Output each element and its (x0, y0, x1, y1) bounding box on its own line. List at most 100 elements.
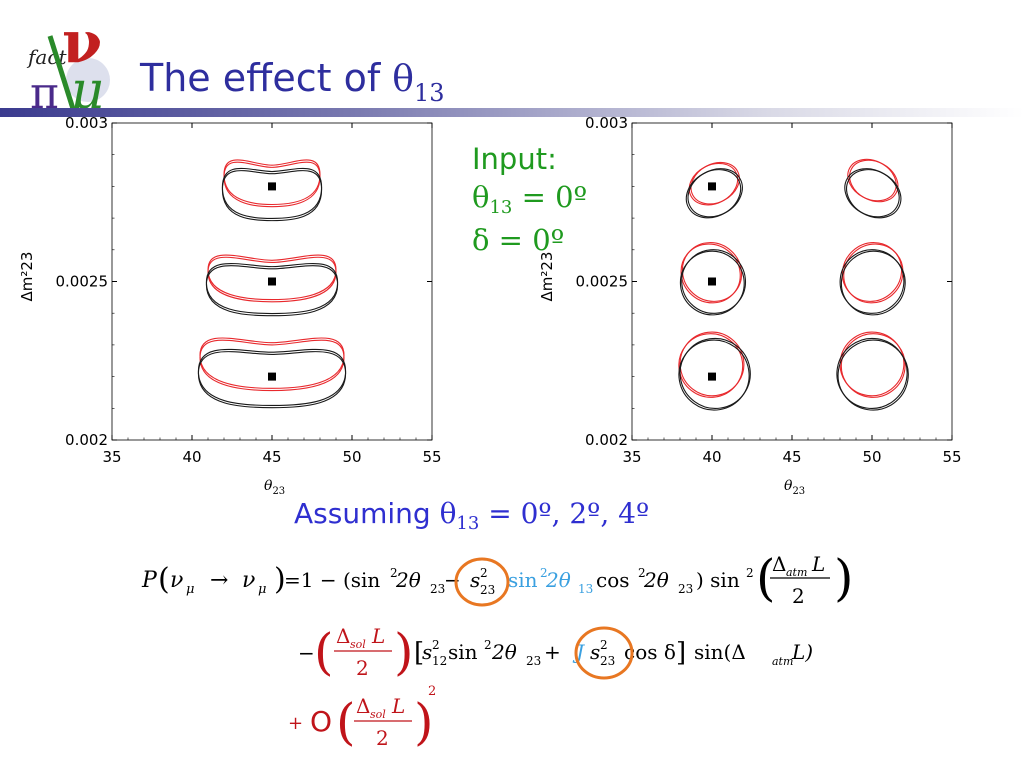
formula2-den: 2 (356, 656, 369, 680)
formula-line-1: P ( ν μ → ν μ ) =1 − (sin 2 2θ 23 − s 2 … (141, 549, 854, 608)
contour-black (846, 169, 902, 219)
highlight-circle-2 (574, 626, 634, 680)
svg-text:): ) (414, 693, 434, 751)
formula-sub23-1: 23 (430, 582, 445, 596)
formula-sq-3: 2 (746, 566, 754, 580)
formula3-L: L (391, 694, 405, 718)
formula2-s12-sq: 2 (432, 638, 440, 652)
formula-delta-atm: Δ (772, 552, 786, 576)
page-title: The effect of θ13 (140, 56, 445, 107)
assuming-rest: = 0º, 2º, 4º (479, 497, 650, 530)
formula2-close: ] (676, 638, 686, 668)
x-tick-label: 50 (342, 448, 361, 466)
formula2-s23: s (590, 640, 600, 664)
contour-black (197, 348, 347, 407)
contour-red (199, 337, 345, 389)
formula-arrow: → (210, 568, 228, 593)
formula-mu-1: μ (186, 582, 194, 597)
chart-right: 35 40 45 50 55 0.002 0.0025 0.003 θ23 Δm²23 (538, 114, 962, 497)
formula3-den: 2 (376, 726, 389, 750)
contour-red (840, 333, 906, 398)
title-symbol: θ (392, 59, 414, 100)
formula2-L-close: L) (791, 640, 813, 664)
formula3-power: 2 (428, 684, 436, 699)
formula2-sin-delta: sin(Δ (694, 640, 746, 664)
formula2-minus: − (298, 641, 315, 665)
assuming-prefix: Assuming (294, 497, 440, 530)
contour-red (680, 243, 741, 304)
formula-atm-sub: atm (786, 566, 807, 579)
x-tick-label: 40 (182, 448, 201, 466)
title-underline (0, 108, 1024, 117)
contour-black (679, 250, 745, 316)
formula2-s23-sq: 2 (600, 638, 608, 652)
formula2-sol: sol (350, 638, 366, 651)
formula-s23-sub: 23 (480, 583, 495, 597)
svg-text:): ) (834, 549, 854, 607)
y-axis-label: Δm²23 (18, 252, 36, 302)
contour-red (688, 162, 739, 206)
formula-line-3: + O ( Δ sol L 2 ) 2 (288, 684, 436, 751)
x-axis-label: θ23 (784, 478, 805, 497)
formula-nu-1: ν (170, 568, 183, 593)
formula-L-1: L (811, 552, 825, 576)
formula-eq: =1 − (sin (284, 568, 380, 592)
svg-text:(: ( (336, 693, 356, 751)
contour-black (678, 339, 750, 411)
formula-P: P (141, 568, 158, 593)
contour-red (843, 243, 904, 304)
input-box: Input: θ13 = 0º δ = 0º (472, 140, 587, 259)
svg-text:ν: ν (62, 16, 102, 76)
contour-black (837, 339, 909, 411)
true-value-marker (268, 182, 276, 191)
contour-black (840, 250, 906, 316)
assuming-sub: 13 (456, 513, 480, 534)
x-tick-label: 50 (862, 448, 881, 466)
formula-cos: cos (596, 568, 630, 592)
contour-red (207, 254, 337, 301)
formula3-O: O (310, 705, 332, 738)
y-axis-label: Δm²23 (538, 252, 556, 302)
formula-sq-2: 2 (638, 566, 646, 580)
contour-black (685, 169, 742, 219)
y-tick-label: 0.003 (65, 114, 108, 132)
y-tick-label: 0.0025 (56, 273, 109, 291)
contour-red (678, 333, 744, 398)
formula2-s12-sub: 12 (432, 654, 447, 668)
y-tick-label: 0.003 (585, 114, 628, 132)
title-prefix: The effect of (140, 56, 393, 100)
svg-text:(: ( (314, 623, 334, 681)
input-heading: Input: (472, 142, 557, 176)
assuming-symbol: θ (439, 497, 457, 530)
true-value-marker (708, 277, 716, 286)
true-value-marker (268, 277, 276, 286)
contour-red (849, 159, 899, 203)
formula-sin-blue: sin (508, 568, 538, 592)
formula2-sub23: 23 (526, 654, 541, 668)
input-theta13: θ13 = 0º (472, 178, 587, 221)
x-tick-label: 45 (782, 448, 801, 466)
input-delta: δ = 0º (472, 223, 565, 257)
svg-text:[: [ (414, 638, 424, 668)
formula3-delta: Δ (356, 694, 370, 718)
svg-text:(: ( (756, 549, 776, 607)
formula2-L: L (371, 624, 385, 648)
input-theta-rest: = 0º (512, 180, 588, 214)
y-tick-label: 0.0025 (576, 273, 629, 291)
x-tick-label: 40 (702, 448, 721, 466)
formula2-s23-sub: 23 (600, 654, 615, 668)
svg-text:): ) (394, 623, 414, 681)
x-tick-label: 35 (102, 448, 121, 466)
x-tick-label: 45 (262, 448, 281, 466)
formula-line-2: − ( Δ sol L 2 ) [ s 2 12 sin 2 2θ 23 + J… (298, 623, 813, 681)
true-value-marker (708, 372, 716, 381)
svg-text:): ) (274, 562, 286, 597)
formula3-sol: sol (370, 708, 386, 721)
true-value-marker (268, 372, 276, 381)
contour-black (205, 262, 339, 315)
input-theta-symbol: θ (472, 180, 490, 214)
true-value-marker (708, 182, 716, 191)
formula-2theta13: 2θ (545, 568, 571, 592)
formula2-atm: atm (772, 655, 793, 668)
